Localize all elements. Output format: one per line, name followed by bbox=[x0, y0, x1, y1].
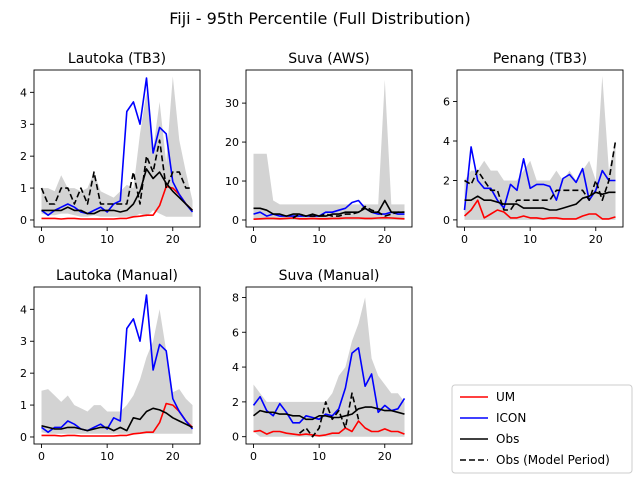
y-tick-label: 30 bbox=[225, 97, 239, 110]
y-tick-label: 2 bbox=[20, 150, 27, 163]
series-line-um bbox=[41, 402, 194, 437]
series-line-obs-model-period bbox=[40, 139, 193, 205]
x-tick-label: 0 bbox=[250, 450, 257, 463]
plot-area bbox=[41, 294, 194, 437]
x-tick-label: 0 bbox=[38, 450, 45, 463]
plot-area bbox=[463, 75, 617, 220]
y-tick-label: 1 bbox=[20, 182, 27, 195]
legend-label-icon: ICON bbox=[496, 411, 526, 425]
subplot-suva-manual: 0 10 20 0 2 4 6 8 Suva (Manual) bbox=[232, 268, 413, 463]
x-tick-label: 10 bbox=[523, 233, 537, 246]
axes-frame bbox=[33, 286, 201, 445]
y-tick-label: 6 bbox=[443, 96, 450, 109]
subplot-penang-tb3: 0 10 20 0 2 4 6 Penang (TB3) bbox=[443, 51, 624, 246]
x-tick-label: 10 bbox=[312, 233, 326, 246]
series-line-um bbox=[463, 199, 616, 220]
series-line-icon bbox=[41, 294, 194, 434]
subplot-title: Penang (TB3) bbox=[493, 51, 587, 67]
y-tick-label: 20 bbox=[225, 136, 239, 149]
plot-area bbox=[252, 297, 406, 438]
legend-label-obs-model-period: Obs (Model Period) bbox=[496, 453, 610, 467]
y-tick-label: 0 bbox=[20, 214, 27, 227]
subplot-title: Suva (Manual) bbox=[279, 268, 380, 284]
subplot-lautoka-tb3: 0 10 20 0 1 2 3 4 Lautoka (TB3) bbox=[20, 51, 201, 246]
y-tick-label: 0 bbox=[232, 214, 239, 227]
plot-area bbox=[253, 79, 405, 220]
series-line-obs bbox=[253, 406, 405, 421]
y-tick-label: 0 bbox=[232, 431, 239, 444]
x-tick-label: 20 bbox=[166, 450, 180, 463]
y-tick-label: 10 bbox=[225, 175, 239, 188]
y-tick-label: 2 bbox=[443, 174, 450, 187]
range-band bbox=[464, 75, 616, 220]
y-tick-label: 3 bbox=[20, 118, 27, 131]
plot-area bbox=[40, 76, 194, 220]
range-band bbox=[41, 76, 193, 217]
series-line-icon bbox=[253, 199, 405, 217]
y-tick-label: 4 bbox=[443, 135, 450, 148]
x-tick-label: 20 bbox=[378, 233, 392, 246]
axes-frame bbox=[245, 286, 413, 445]
y-tick-label: 6 bbox=[232, 326, 239, 339]
x-tick-label: 10 bbox=[100, 450, 114, 463]
subplot-title: Lautoka (TB3) bbox=[68, 51, 166, 67]
range-band bbox=[41, 309, 193, 434]
figure-title: Fiji - 95th Percentile (Full Distributio… bbox=[169, 9, 470, 28]
series-line-um bbox=[41, 185, 194, 220]
x-tick-label: 10 bbox=[100, 233, 114, 246]
y-tick-label: 2 bbox=[20, 367, 27, 380]
series-line-um bbox=[253, 420, 405, 437]
series-line-icon bbox=[252, 347, 406, 424]
subplot-suva-aws: 0 10 20 0 10 20 30 Suva (AWS) bbox=[225, 51, 413, 246]
y-tick-label: 4 bbox=[20, 303, 27, 316]
legend-label-um: UM bbox=[496, 390, 515, 404]
series-line-obs bbox=[464, 191, 616, 211]
legend: UM ICON Obs Obs (Model Period) bbox=[451, 384, 633, 474]
y-tick-label: 4 bbox=[20, 86, 27, 99]
axes-frame bbox=[456, 69, 624, 228]
series-line-obs bbox=[41, 407, 193, 432]
x-tick-label: 20 bbox=[589, 233, 603, 246]
x-tick-label: 20 bbox=[166, 233, 180, 246]
subplot-title: Suva (AWS) bbox=[288, 51, 370, 67]
y-tick-label: 2 bbox=[232, 396, 239, 409]
y-tick-label: 1 bbox=[20, 399, 27, 412]
series-line-obs-model-period bbox=[299, 392, 360, 438]
range-band bbox=[253, 79, 405, 220]
legend-box bbox=[451, 384, 633, 474]
series-line-obs-model-period bbox=[292, 205, 405, 219]
axes-frame bbox=[33, 69, 201, 228]
x-tick-label: 0 bbox=[461, 233, 468, 246]
x-tick-label: 0 bbox=[250, 233, 257, 246]
series-line-icon bbox=[41, 77, 194, 216]
x-tick-label: 10 bbox=[312, 450, 326, 463]
x-tick-label: 20 bbox=[378, 450, 392, 463]
y-tick-label: 0 bbox=[443, 214, 450, 227]
y-tick-label: 3 bbox=[20, 335, 27, 348]
subplot-title: Lautoka (Manual) bbox=[56, 268, 178, 284]
y-tick-label: 8 bbox=[232, 291, 239, 304]
series-line-icon bbox=[463, 146, 616, 211]
range-band bbox=[253, 297, 405, 437]
legend-label-obs: Obs bbox=[496, 432, 519, 446]
axes-frame bbox=[245, 69, 413, 228]
subplot-lautoka-manual: 0 10 20 0 1 2 3 4 Lautoka (Manual) bbox=[20, 268, 201, 463]
series-line-um bbox=[253, 216, 405, 220]
x-tick-label: 0 bbox=[38, 233, 45, 246]
y-tick-label: 4 bbox=[232, 361, 239, 374]
y-tick-label: 0 bbox=[20, 431, 27, 444]
